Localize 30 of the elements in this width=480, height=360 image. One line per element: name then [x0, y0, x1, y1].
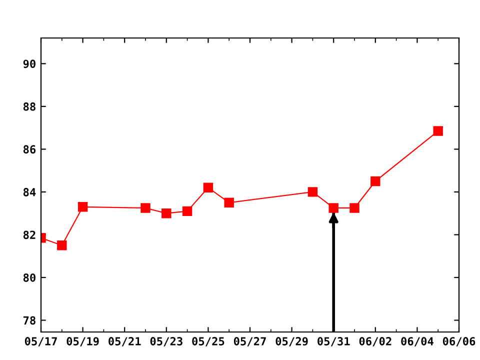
x-tick-label: 05/19 [66, 337, 99, 346]
point [370, 176, 380, 186]
y-tick-label: 86 [23, 145, 36, 154]
y-tick-label: 80 [23, 273, 36, 282]
y-tick-label: 84 [23, 188, 36, 196]
point [350, 203, 360, 213]
x-tick-label: 05/23 [150, 337, 182, 346]
point [182, 206, 192, 216]
x-tick-label: 06/04 [401, 337, 434, 346]
y-tick-label: 82 [23, 230, 36, 240]
point [57, 240, 67, 250]
x-tick-label: 05/27 [234, 337, 266, 346]
point [328, 203, 338, 213]
y-tick-label: 88 [23, 102, 36, 111]
x-tick-label: 05/29 [276, 337, 308, 346]
point [140, 203, 150, 213]
x-tick-label: 05/21 [108, 337, 141, 346]
x-tick-label: 06/06 [442, 337, 476, 346]
point [78, 202, 88, 212]
x-tick-label: 05/25 [192, 337, 224, 346]
point [224, 198, 234, 208]
x-tick-label: 05/17 [24, 337, 57, 346]
y-tick-label: 78 [23, 316, 36, 325]
point [433, 126, 443, 136]
point [308, 187, 318, 197]
x-tick-label: 05/31 [318, 337, 350, 346]
point [162, 208, 172, 218]
x-tick-label: 06/02 [359, 337, 392, 346]
point [203, 182, 214, 193]
y-tick-label: 90 [23, 60, 36, 68]
